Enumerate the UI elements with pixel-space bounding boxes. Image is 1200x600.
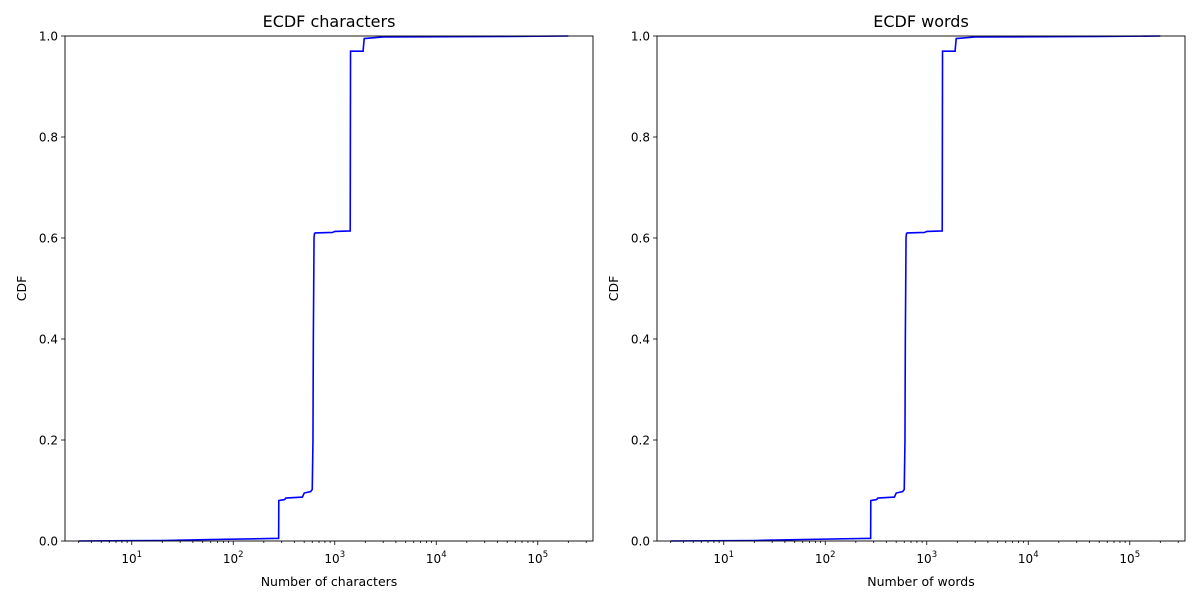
y-tick-label: 1.0: [39, 30, 58, 44]
x-tick-label: 103: [916, 550, 937, 566]
x-tick-label: 105: [1119, 550, 1140, 566]
y-tick-label: 1.0: [631, 30, 650, 44]
x-tick-label-exponent: 5: [1135, 550, 1140, 560]
x-tick-label-exponent: 3: [932, 550, 937, 560]
x-tick-label-base: 10: [1018, 552, 1033, 566]
x-tick-label: 102: [815, 550, 836, 566]
y-tick-label: 0.8: [39, 131, 58, 145]
x-axis-label: Number of words: [867, 574, 974, 589]
x-tick-label-base: 10: [916, 552, 931, 566]
x-tick-label: 101: [713, 550, 734, 566]
chart-title: ECDF words: [873, 12, 969, 31]
y-tick-label: 0.2: [631, 434, 650, 448]
x-tick-label-exponent: 1: [729, 550, 734, 560]
x-tick-label-base: 10: [223, 552, 238, 566]
x-tick-label-base: 10: [1119, 552, 1134, 566]
y-tick-label: 0.8: [631, 131, 650, 145]
x-tick-label-exponent: 4: [441, 550, 446, 560]
x-tick-label-exponent: 3: [340, 550, 345, 560]
x-tick-label-exponent: 4: [1033, 550, 1038, 560]
x-tick-label-base: 10: [713, 552, 728, 566]
y-tick-label: 0.0: [39, 535, 58, 549]
plot-frame: [656, 35, 1186, 542]
y-tick-label: 0.6: [631, 232, 650, 246]
x-tick-label: 103: [324, 550, 345, 566]
x-tick-label: 105: [527, 550, 548, 566]
x-tick-label: 104: [1018, 550, 1039, 566]
x-tick-label: 101: [121, 550, 142, 566]
y-axis-label: CDF: [14, 276, 29, 302]
x-tick-label-base: 10: [324, 552, 339, 566]
x-tick-label-exponent: 2: [238, 550, 243, 560]
plot-frame: [64, 35, 594, 542]
x-tick-label-base: 10: [121, 552, 136, 566]
y-tick-label: 0.2: [39, 434, 58, 448]
x-tick-label-exponent: 1: [137, 550, 142, 560]
chart-title: ECDF characters: [263, 12, 396, 31]
y-tick-label: 0.4: [631, 333, 650, 347]
x-tick-label-base: 10: [426, 552, 441, 566]
x-tick-label-base: 10: [815, 552, 830, 566]
x-tick-label-exponent: 5: [543, 550, 548, 560]
x-tick-label: 104: [426, 550, 447, 566]
x-axis-label: Number of characters: [261, 574, 398, 589]
x-tick-label-base: 10: [527, 552, 542, 566]
series-line-1: [78, 35, 569, 542]
series-line-1: [670, 35, 1161, 542]
x-tick-label-exponent: 2: [830, 550, 835, 560]
y-axis-label: CDF: [606, 276, 621, 302]
y-tick-label: 0.6: [39, 232, 58, 246]
y-tick-label: 0.4: [39, 333, 58, 347]
x-tick-label: 102: [223, 550, 244, 566]
y-tick-label: 0.0: [631, 535, 650, 549]
